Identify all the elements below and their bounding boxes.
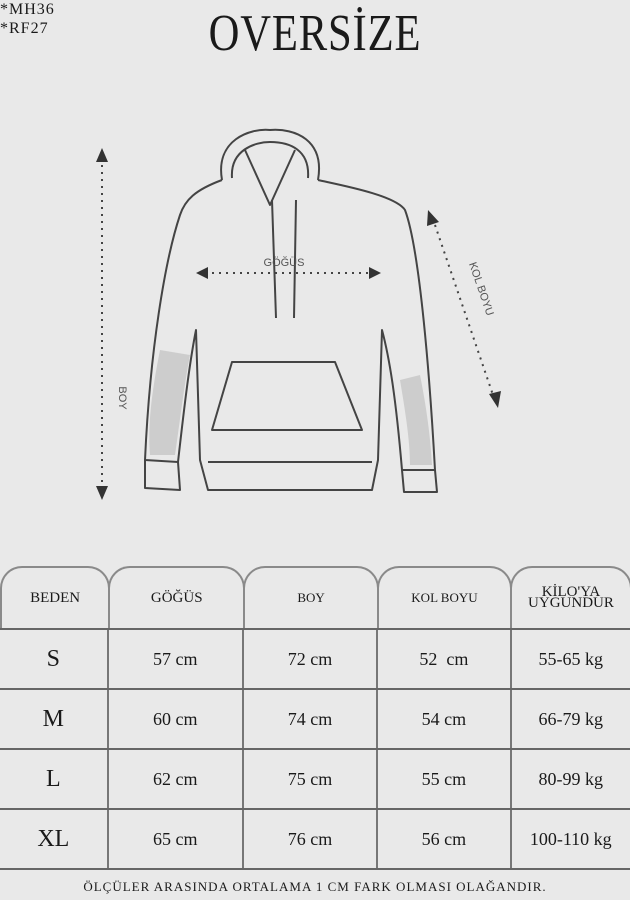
cell-sleeve: 56 cm	[378, 810, 512, 868]
header-length: BOY	[243, 566, 380, 628]
hoodie-diagram: GÖĞÜS BOY KOL BOYU	[96, 128, 501, 500]
cell-weight: 55-65 kg	[538, 648, 604, 669]
length-label: BOY	[116, 386, 128, 410]
cell-weight: 66-79 kg	[538, 708, 604, 729]
size-table: BEDEN GÖĞÜS BOY KOL BOYU KİLO'YA UYGUNDUR…	[0, 566, 630, 870]
table-row: M 60 cm 74 cm 54 cm 66-79 kg	[0, 690, 630, 750]
header-weight: KİLO'YA UYGUNDUR	[509, 566, 630, 628]
table-row: XL 65 cm 76 cm 56 cm 100-110 kg	[0, 810, 630, 870]
cell-sleeve: 54 cm	[378, 690, 512, 748]
length-measure-arrow: BOY	[96, 148, 128, 500]
cell-size: M	[0, 690, 109, 748]
cell-size: L	[0, 750, 109, 808]
cell-size: S	[0, 630, 109, 688]
header-weight-line2: UYGUNDUR	[528, 595, 614, 611]
sleeve-label: KOL BOYU	[466, 261, 496, 318]
header-size: BEDEN	[0, 566, 111, 628]
cell-chest: 57 cm	[109, 630, 244, 688]
chest-label: GÖĞÜS	[264, 256, 305, 269]
cell-chest: 62 cm	[109, 750, 244, 808]
hoodie-outline	[144, 128, 438, 493]
footer-note: ÖLÇÜLER ARASINDA ORTALAMA 1 CM FARK OLMA…	[83, 879, 547, 894]
header-sleeve: KOL BOYU	[377, 566, 512, 628]
header-chest: GÖĞÜS	[108, 566, 246, 628]
cell-length: 72 cm	[244, 630, 379, 688]
cell-chest: 65 cm	[109, 810, 244, 868]
cell-size: XL	[0, 810, 109, 868]
cell-weight: 100-110 kg	[529, 828, 612, 849]
cell-length: 76 cm	[244, 810, 379, 868]
cell-sleeve: 52 cm	[378, 630, 512, 688]
chest-measure-arrow: GÖĞÜS	[196, 256, 381, 279]
product-code: *RF27	[0, 20, 49, 37]
cell-length: 74 cm	[244, 690, 379, 748]
product-code: *MH36	[0, 1, 55, 18]
sleeve-measure-arrow: KOL BOYU	[427, 210, 501, 408]
cell-sleeve: 55 cm	[378, 750, 512, 808]
product-codes: *MH36 *RF27	[0, 0, 55, 38]
cell-length: 75 cm	[244, 750, 379, 808]
table-header: BEDEN GÖĞÜS BOY KOL BOYU KİLO'YA UYGUNDUR	[0, 566, 630, 630]
table-row: S 57 cm 72 cm 52 cm 55-65 kg	[0, 630, 630, 690]
header-weight-line1: KİLO'YA	[541, 584, 601, 600]
table-row: L 62 cm 75 cm 55 cm 80-99 kg	[0, 750, 630, 810]
cell-chest: 60 cm	[109, 690, 244, 748]
cell-weight: 80-99 kg	[538, 768, 604, 789]
page-title: OVERSİZE	[208, 5, 422, 62]
